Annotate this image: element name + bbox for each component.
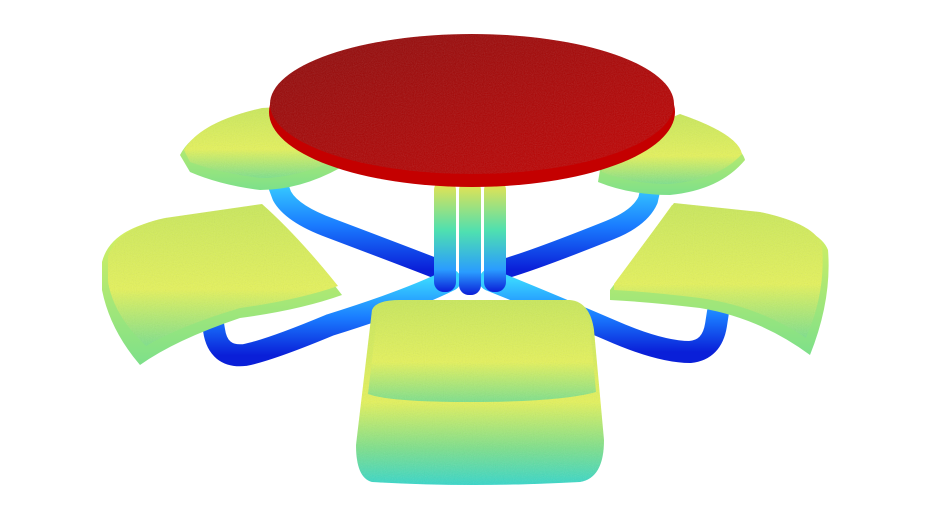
seat-front [356, 300, 604, 485]
frame-arm-back-right [490, 172, 662, 280]
frame-arm-right [479, 269, 729, 363]
frame-arm-left [201, 269, 461, 367]
seat-right [610, 203, 829, 355]
center-column [434, 180, 506, 295]
table-top [269, 34, 675, 187]
frame [201, 170, 729, 367]
frame-arm-back-left [266, 170, 450, 280]
seat-back-right [598, 114, 745, 195]
seat-left [102, 204, 342, 365]
